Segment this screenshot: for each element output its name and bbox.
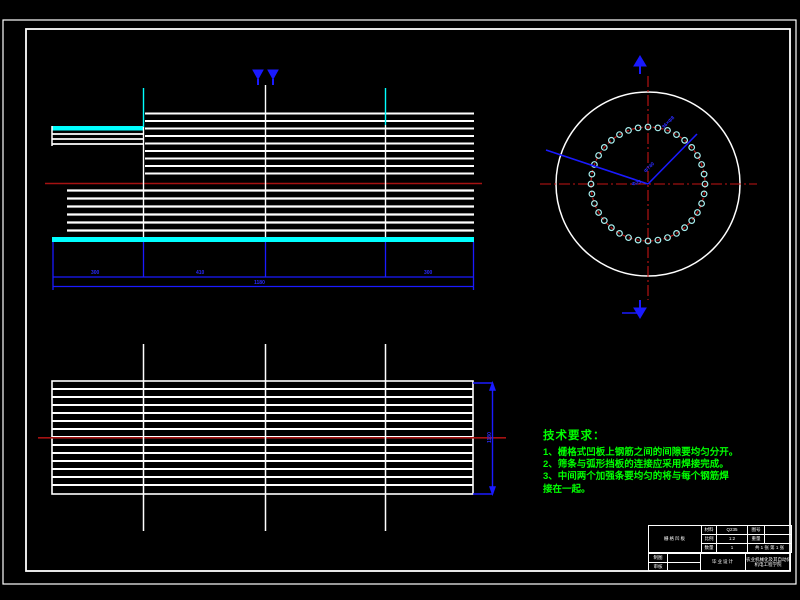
tb-r1-label1: 材料 xyxy=(701,525,717,535)
tb-r3-value1: 1 xyxy=(716,543,748,553)
tb-r4-value xyxy=(667,553,701,563)
bolt-hole-circle xyxy=(595,209,602,216)
tb-r3-label1: 数量 xyxy=(701,543,717,553)
tb-r2-label2: 重量 xyxy=(747,534,765,544)
part-name-cell: 栅格凹板 xyxy=(648,525,702,553)
dim-top-seg2: 410 xyxy=(196,270,205,276)
bolt-hole-circle xyxy=(600,217,608,225)
bolt-hole-circle xyxy=(587,180,595,188)
plan-dividers xyxy=(142,344,387,531)
section-mark-top xyxy=(252,69,279,85)
title-block: 栅格凹板 材料 Q235 图号 比例 1:2 重量 数量 1 共 1 张 第 1… xyxy=(648,525,792,571)
bolt-hole-circle xyxy=(608,136,615,144)
bolt-hole-circle xyxy=(698,200,705,207)
bolt-hole-circle xyxy=(688,217,696,225)
dim-top-total: 1180 xyxy=(254,280,265,286)
tech-requirement-3: 3、中间两个加强条要均匀的将与每个钢筋焊 xyxy=(543,471,729,483)
school-line2: 机电工程学院 xyxy=(754,562,782,567)
bolt-hole-circle xyxy=(673,229,680,237)
bolt-hole-circle xyxy=(654,236,662,244)
bottom-view xyxy=(38,344,506,531)
base-frame xyxy=(52,242,475,290)
school-line1: 农业机械化及其自动化专业 xyxy=(746,556,790,562)
bolt-hole-circle xyxy=(644,123,652,131)
bolt-hole-circle xyxy=(591,200,598,207)
tb-r4-label: 制图 xyxy=(648,553,668,563)
stub-cyan-bar xyxy=(52,126,144,131)
bolt-hole-circle xyxy=(600,143,608,151)
bolt-hole-circle xyxy=(664,126,671,134)
outer-frame xyxy=(2,19,797,585)
bolt-hole-circle xyxy=(654,124,662,132)
height-dimension xyxy=(473,380,496,497)
tb-r3-span: 共 1 张 第 1 张 xyxy=(747,543,792,553)
bolt-hole-circle xyxy=(595,152,602,159)
bolt-hole-circle xyxy=(634,236,642,244)
dim-top-seg3: 300 xyxy=(424,270,433,276)
bolt-hole-circle xyxy=(681,136,688,144)
technical-requirements: 技术要求： 1、栅格式凹板上钢筋之间的间隙要均匀分开。 2、筛条与弧形挡板的连接… xyxy=(543,427,738,496)
bolt-hole-circle xyxy=(688,143,696,151)
bolt-hole-circle xyxy=(694,209,701,216)
bolt-hole-circle xyxy=(681,224,688,232)
tb-r5-value xyxy=(667,561,701,571)
bolt-hole-circle xyxy=(608,224,615,232)
bolt-hole-circle xyxy=(700,170,708,178)
bolt-hole-circle xyxy=(644,237,652,245)
bolt-hole-circle xyxy=(616,131,623,139)
cyan-band xyxy=(52,237,474,242)
bolt-hole-circle xyxy=(588,190,596,198)
tech-requirement-3b: 接在一起。 xyxy=(543,483,591,495)
bolt-hole-circle xyxy=(616,229,623,237)
tech-requirement-2: 2、筛条与弧形挡板的连接应采用焊接完成。 xyxy=(543,459,729,471)
project-cell: 毕业设计 xyxy=(700,553,746,571)
bolt-hole-circle xyxy=(625,234,632,242)
bolt-pitch-circle xyxy=(590,126,706,242)
bolt-hole-circle xyxy=(698,161,705,168)
section-mark-circle xyxy=(622,55,647,319)
top-view xyxy=(45,69,482,290)
school-cell: 农业机械化及其自动化专业 机电工程学院 xyxy=(745,553,791,571)
end-view xyxy=(540,55,757,319)
inner-frame xyxy=(25,28,791,572)
tb-r5-label: 审核 xyxy=(648,561,668,571)
tech-requirements-title: 技术要求： xyxy=(543,430,606,442)
leader-lines xyxy=(545,133,698,185)
tb-r2-value2 xyxy=(764,534,792,544)
bolt-hole-circle xyxy=(701,180,709,188)
tb-r2-value1: 1:2 xyxy=(716,534,748,544)
bolt-hole-circle xyxy=(634,124,642,132)
tb-r1-value1: Q235 xyxy=(716,525,748,535)
tb-r1-label2: 图号 xyxy=(747,525,765,535)
bolt-hole-circle xyxy=(694,152,701,159)
bolt-hole-circle xyxy=(625,126,632,134)
dim-top-seg1: 300 xyxy=(91,270,100,276)
bolt-hole-circle xyxy=(700,190,708,198)
tb-r1-value2 xyxy=(764,525,792,535)
dim-side-height: 1180 xyxy=(487,432,493,443)
bolt-hole-circle xyxy=(664,234,671,242)
bolt-hole-circle xyxy=(588,170,596,178)
tech-requirement-1: 1、栅格式凹板上钢筋之间的间隙要均匀分开。 xyxy=(543,447,739,458)
bolt-hole-circle xyxy=(673,131,680,139)
tb-r2-label1: 比例 xyxy=(701,534,717,544)
